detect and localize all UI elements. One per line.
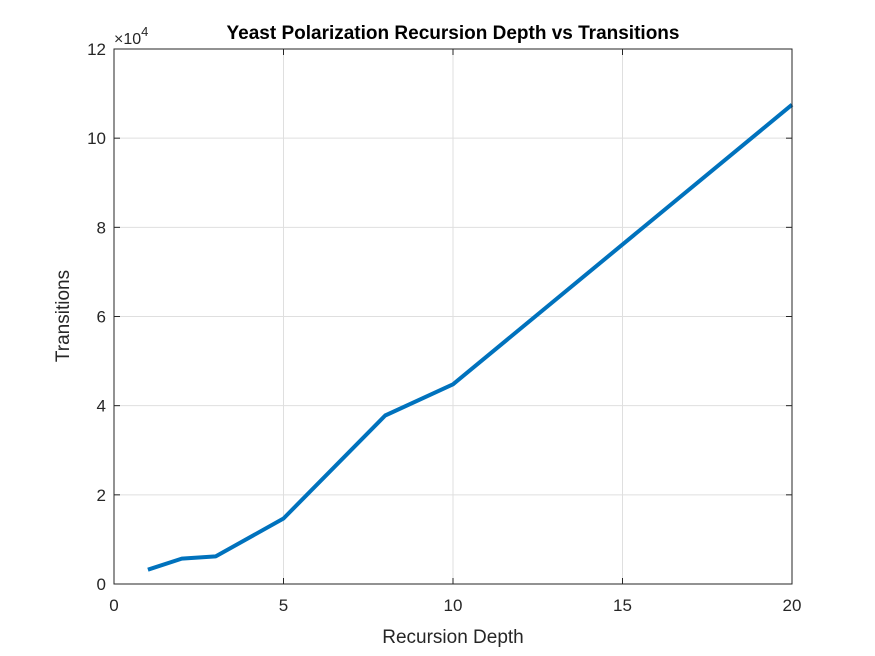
x-tick-label: 5 <box>279 596 288 615</box>
y-tick-label: 2 <box>97 486 106 505</box>
y-multiplier-exponent: 4 <box>141 24 148 39</box>
y-multiplier: ×104 <box>114 24 148 48</box>
x-tick-label: 0 <box>109 596 118 615</box>
x-tick-labels: 0 5 10 15 20 <box>109 596 801 615</box>
chart-title: Yeast Polarization Recursion Depth vs Tr… <box>227 23 680 44</box>
y-tick-labels: 0 2 4 6 8 10 12 <box>87 40 106 594</box>
y-tick-label: 4 <box>97 397 106 416</box>
y-axis-label: Transitions <box>53 270 74 362</box>
y-tick-label: 12 <box>87 40 106 59</box>
ticks <box>113 48 793 585</box>
grid <box>113 48 793 585</box>
x-tick-label: 20 <box>783 596 802 615</box>
y-tick-label: 6 <box>97 308 106 327</box>
x-tick-label: 15 <box>613 596 632 615</box>
series-line <box>147 103 794 572</box>
x-axis-label: Recursion Depth <box>382 627 524 648</box>
y-tick-label: 0 <box>97 575 106 594</box>
y-multiplier-base: ×10 <box>114 31 141 48</box>
x-tick-label: 10 <box>444 596 463 615</box>
y-tick-label: 10 <box>87 129 106 148</box>
y-tick-label: 8 <box>97 218 106 237</box>
series-layer <box>147 103 794 572</box>
